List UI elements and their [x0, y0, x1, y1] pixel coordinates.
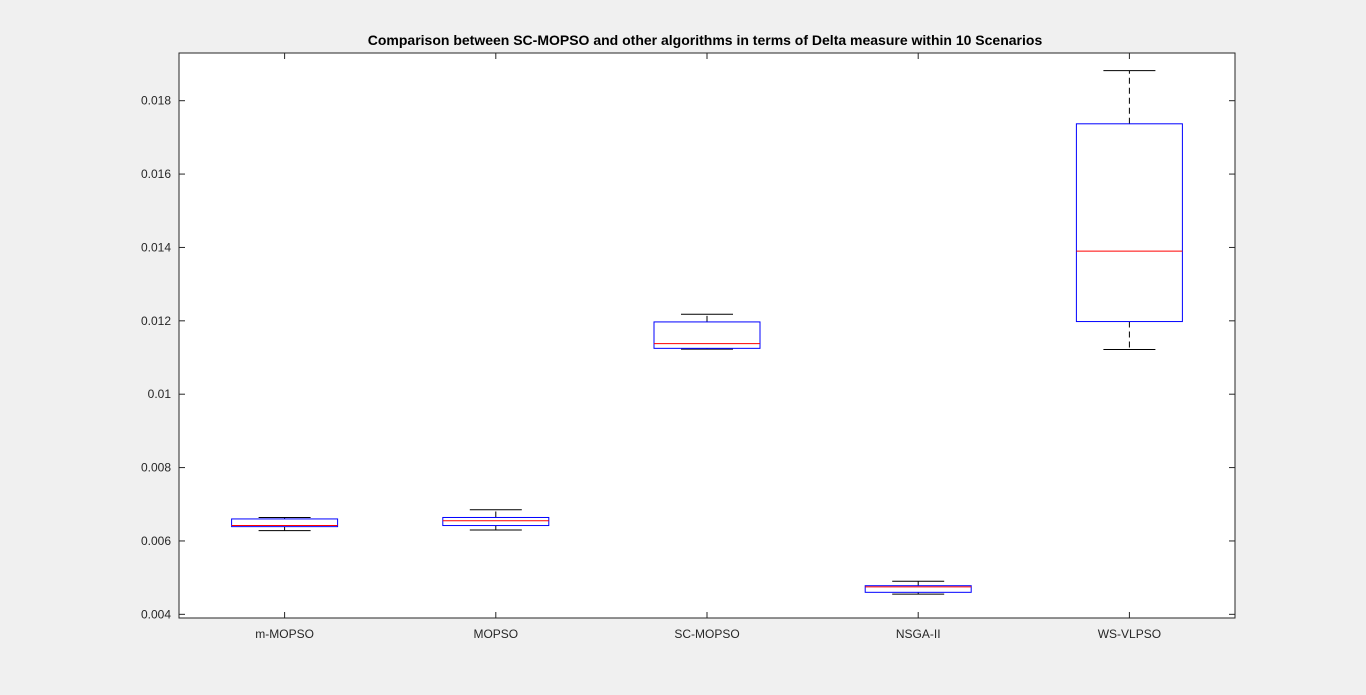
ticks-layer: 0.004 0.006 0.008 0.01 0.012 0.014 0.016 0.018 m… [141, 53, 1235, 641]
box-mopso [442, 509, 550, 531]
iqr-box [864, 585, 972, 593]
box-nsga-ii [864, 580, 972, 595]
x-tick-label: WS-VLPSO [1098, 627, 1161, 641]
plot-area [178, 52, 1236, 619]
x-tick-label: MOPSO [473, 627, 518, 641]
box-m-mopso [231, 516, 339, 532]
x-tick-label: NSGA-II [896, 627, 941, 641]
y-tick-label: 0.016 [141, 167, 171, 181]
y-tick-label: 0.014 [141, 240, 171, 254]
box-sc-mopso [653, 313, 761, 350]
iqr-box [653, 321, 761, 349]
y-tick-label: 0.006 [141, 534, 171, 548]
iqr-box [1075, 123, 1183, 323]
x-tick-label: SC-MOPSO [674, 627, 739, 641]
y-tick-label: 0.004 [141, 607, 171, 621]
iqr-box [231, 518, 339, 528]
chart-title: Comparison between SC-MOPSO and other al… [368, 32, 1043, 48]
box-ws-vlpso [1075, 70, 1183, 350]
iqr-box [442, 516, 550, 527]
y-tick-label: 0.008 [141, 461, 171, 475]
x-tick-label: m-MOPSO [255, 627, 314, 641]
y-tick-label: 0.012 [141, 314, 171, 328]
y-tick-label: 0.01 [148, 387, 172, 401]
boxes-layer [231, 70, 1183, 595]
y-tick-label: 0.018 [141, 94, 171, 108]
